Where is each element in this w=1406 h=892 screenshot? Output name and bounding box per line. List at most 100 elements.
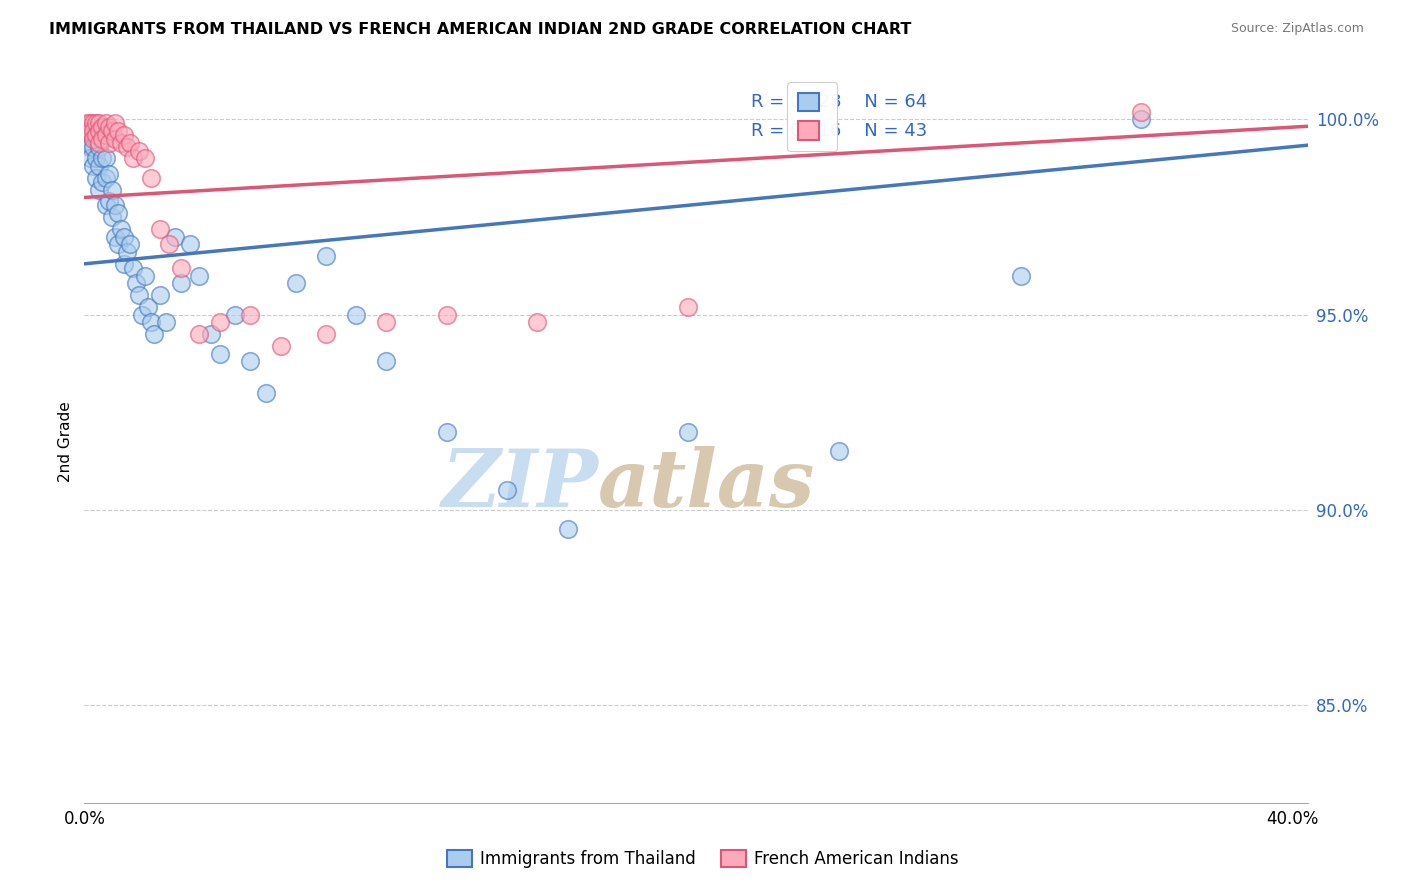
Point bbox=[103, 116, 125, 130]
Point bbox=[110, 136, 132, 150]
Point bbox=[76, 136, 98, 150]
Point bbox=[1130, 104, 1153, 119]
Point bbox=[828, 444, 851, 458]
Point bbox=[76, 128, 98, 142]
Text: atlas: atlas bbox=[598, 446, 815, 524]
Point bbox=[76, 120, 98, 135]
Point bbox=[112, 128, 135, 142]
Legend: , : , bbox=[787, 82, 838, 152]
Point bbox=[1010, 268, 1032, 283]
Point bbox=[131, 308, 153, 322]
Point bbox=[179, 237, 201, 252]
Point bbox=[76, 124, 98, 138]
Point bbox=[375, 354, 398, 368]
Point bbox=[97, 194, 120, 209]
Point bbox=[110, 221, 132, 235]
Text: Source: ZipAtlas.com: Source: ZipAtlas.com bbox=[1230, 22, 1364, 36]
Point bbox=[209, 346, 232, 360]
Point bbox=[142, 327, 165, 342]
Point bbox=[82, 124, 104, 138]
Point bbox=[89, 183, 111, 197]
Text: R = 0.228    N = 64: R = 0.228 N = 64 bbox=[751, 94, 928, 112]
Text: IMMIGRANTS FROM THAILAND VS FRENCH AMERICAN INDIAN 2ND GRADE CORRELATION CHART: IMMIGRANTS FROM THAILAND VS FRENCH AMERI… bbox=[49, 22, 911, 37]
Point bbox=[89, 139, 111, 153]
Point bbox=[149, 288, 172, 302]
Point bbox=[103, 198, 125, 212]
Point bbox=[188, 327, 211, 342]
Point bbox=[134, 268, 156, 283]
Point bbox=[94, 116, 117, 130]
Point bbox=[557, 523, 579, 537]
Point bbox=[79, 116, 101, 130]
Point bbox=[86, 132, 108, 146]
Point bbox=[107, 237, 129, 252]
Point bbox=[79, 120, 101, 135]
Point bbox=[344, 308, 367, 322]
Point bbox=[157, 237, 180, 252]
Point bbox=[107, 206, 129, 220]
Point bbox=[82, 124, 104, 138]
Point bbox=[103, 229, 125, 244]
Point bbox=[79, 152, 101, 166]
Point bbox=[239, 354, 262, 368]
Point bbox=[89, 159, 111, 173]
Point bbox=[89, 124, 111, 138]
Point bbox=[436, 425, 458, 439]
Point bbox=[91, 175, 114, 189]
Point bbox=[375, 315, 398, 329]
Point bbox=[134, 152, 156, 166]
Point bbox=[97, 136, 120, 150]
Point bbox=[1130, 112, 1153, 127]
Legend: Immigrants from Thailand, French American Indians: Immigrants from Thailand, French America… bbox=[440, 843, 966, 875]
Point bbox=[136, 300, 159, 314]
Point bbox=[89, 136, 111, 150]
Point bbox=[112, 257, 135, 271]
Point bbox=[79, 139, 101, 153]
Point bbox=[128, 144, 150, 158]
Point bbox=[82, 139, 104, 153]
Point bbox=[170, 260, 193, 275]
Point bbox=[163, 229, 186, 244]
Point bbox=[79, 128, 101, 142]
Point bbox=[112, 229, 135, 244]
Point bbox=[254, 385, 277, 400]
Point bbox=[94, 128, 117, 142]
Point bbox=[125, 277, 148, 291]
Point bbox=[239, 308, 262, 322]
Point bbox=[436, 308, 458, 322]
Point bbox=[82, 159, 104, 173]
Point bbox=[91, 132, 114, 146]
Point bbox=[121, 152, 143, 166]
Point bbox=[170, 277, 193, 291]
Point bbox=[94, 152, 117, 166]
Point bbox=[284, 277, 307, 291]
Point bbox=[97, 120, 120, 135]
Point bbox=[188, 268, 211, 283]
Point bbox=[139, 170, 162, 185]
Point bbox=[100, 183, 122, 197]
Point bbox=[315, 327, 337, 342]
Point bbox=[86, 128, 108, 142]
Point bbox=[496, 483, 519, 498]
Point bbox=[86, 116, 108, 130]
Point bbox=[100, 124, 122, 138]
Point bbox=[82, 132, 104, 146]
Point bbox=[79, 124, 101, 138]
Point bbox=[89, 116, 111, 130]
Point bbox=[100, 210, 122, 224]
Text: R = 0.316    N = 43: R = 0.316 N = 43 bbox=[751, 122, 928, 140]
Point bbox=[97, 167, 120, 181]
Point bbox=[118, 237, 141, 252]
Point bbox=[115, 245, 138, 260]
Point bbox=[94, 198, 117, 212]
Y-axis label: 2nd Grade: 2nd Grade bbox=[58, 401, 73, 482]
Point bbox=[224, 308, 246, 322]
Point bbox=[270, 339, 292, 353]
Point bbox=[118, 136, 141, 150]
Point bbox=[121, 260, 143, 275]
Point bbox=[107, 124, 129, 138]
Point bbox=[678, 300, 700, 314]
Point bbox=[128, 288, 150, 302]
Point bbox=[115, 139, 138, 153]
Point bbox=[209, 315, 232, 329]
